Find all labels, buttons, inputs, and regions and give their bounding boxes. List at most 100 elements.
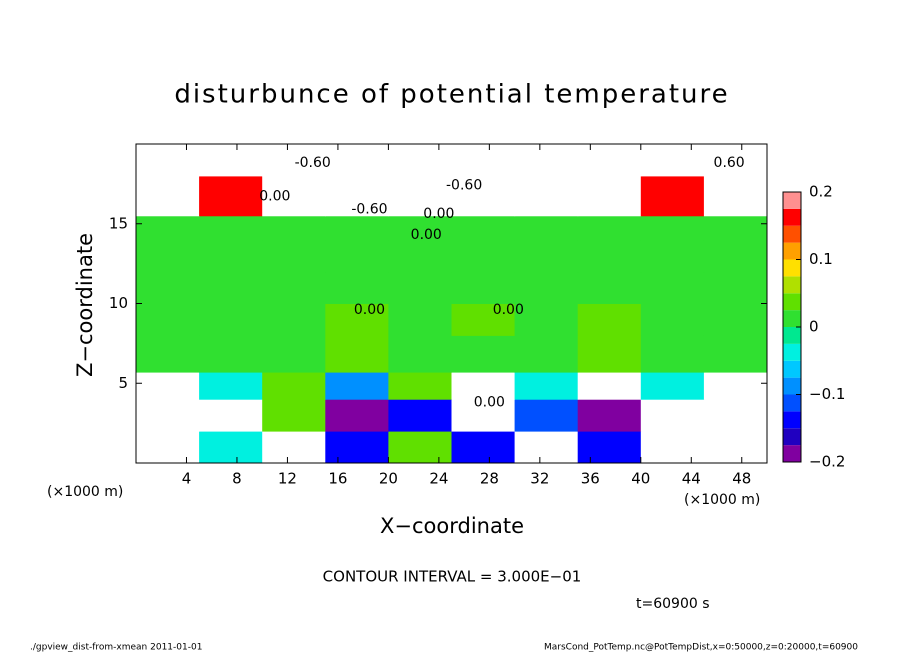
cell: [136, 144, 200, 177]
x-axis-label: X−coordinate: [380, 514, 524, 538]
cell: [199, 372, 263, 400]
colorbar-band: [783, 208, 801, 226]
footer-left: ./gpview_dist-from-xmean 2011-01-01: [30, 643, 202, 653]
cell: [514, 144, 579, 177]
contour-label: 0.00: [411, 227, 442, 243]
colorbar-tick-label: 0: [809, 318, 819, 336]
cell: [577, 303, 642, 336]
cell: [262, 144, 326, 177]
footer-right: MarsCond_PotTemp.nc@PotTempDist,x=0:5000…: [544, 643, 858, 653]
cell: [703, 303, 768, 336]
contour-label: 0.00: [354, 302, 385, 318]
cell: [640, 372, 705, 400]
cell: [703, 399, 768, 432]
contour-label: 0.60: [714, 155, 745, 171]
cell: [640, 175, 705, 217]
cell: [262, 399, 326, 432]
cell: [514, 175, 579, 217]
colorbar-band: [783, 327, 801, 344]
time-label: t=60900 s: [636, 596, 710, 612]
cell: [451, 335, 516, 373]
cell: [640, 239, 705, 273]
cell: [703, 239, 768, 273]
cell: [199, 175, 263, 217]
cell: [703, 144, 768, 177]
cell: [640, 335, 705, 373]
x-tick-label: 44: [682, 470, 701, 488]
cell: [262, 372, 326, 400]
colorbar-band: [783, 360, 801, 378]
cell: [136, 271, 200, 304]
cell: [640, 399, 705, 432]
cell: [451, 215, 516, 241]
cell: [388, 303, 452, 336]
contour-interval: CONTOUR INTERVAL = 3.000E−01: [323, 568, 582, 586]
colorbar-band: [783, 428, 801, 446]
cell: [640, 303, 705, 336]
cell: [136, 372, 200, 400]
cell: [262, 271, 326, 304]
contour-label: -0.60: [351, 201, 387, 217]
cell: [451, 399, 516, 432]
cell: [514, 271, 579, 304]
cell: [262, 215, 326, 241]
cell: [325, 175, 389, 217]
cell: [199, 431, 263, 464]
cell: [136, 335, 200, 373]
cell: [199, 239, 263, 273]
colorbar-tick-label: 0.2: [809, 183, 833, 201]
cell: [514, 215, 579, 241]
cell: [199, 303, 263, 336]
cell: [451, 175, 516, 217]
cell: [199, 271, 263, 304]
cell: [325, 239, 389, 273]
cell: [514, 303, 579, 336]
cell: [388, 431, 452, 464]
cell: [262, 239, 326, 273]
colorbar-band: [783, 242, 801, 260]
cell: [577, 399, 642, 432]
x-tick-label: 36: [581, 470, 600, 488]
x-tick-label: 8: [232, 470, 242, 488]
cell: [136, 239, 200, 273]
cell: [136, 175, 200, 217]
cell: [262, 335, 326, 373]
cell: [640, 215, 705, 241]
cell: [388, 215, 452, 241]
cell: [388, 239, 452, 273]
cell: [388, 175, 452, 217]
y-axis-label: Z−coordinate: [73, 233, 97, 377]
colorbar-band: [783, 394, 801, 412]
cell: [640, 271, 705, 304]
colorbar-band: [783, 225, 801, 243]
cell: [325, 303, 389, 336]
cell: [577, 239, 642, 273]
cell: [514, 239, 579, 273]
cell: [451, 239, 516, 273]
x-tick-label: 48: [732, 470, 751, 488]
cell: [199, 215, 263, 241]
cell: [262, 303, 326, 336]
cell: [388, 271, 452, 304]
x-tick-label: 40: [631, 470, 650, 488]
colorbar-band: [783, 411, 801, 429]
colorbar-tick-label: 0.1: [809, 250, 833, 268]
contour-label: 0.00: [423, 206, 454, 222]
cell: [514, 335, 579, 373]
cell: [703, 431, 768, 464]
cell: [703, 372, 768, 400]
cell: [388, 335, 452, 373]
cell: [577, 175, 642, 217]
cell: [388, 399, 452, 432]
contour-label: 0.00: [474, 394, 505, 410]
contour-label: 0.00: [493, 302, 524, 318]
cell: [577, 335, 642, 373]
cell: [136, 215, 200, 241]
colorbar-band: [783, 259, 801, 277]
x-unit-left: (×1000 m): [47, 484, 123, 500]
cell: [577, 372, 642, 400]
colorbar-band: [783, 293, 801, 311]
cell: [325, 372, 389, 400]
cell: [577, 215, 642, 241]
y-tick-label: 5: [118, 374, 128, 392]
